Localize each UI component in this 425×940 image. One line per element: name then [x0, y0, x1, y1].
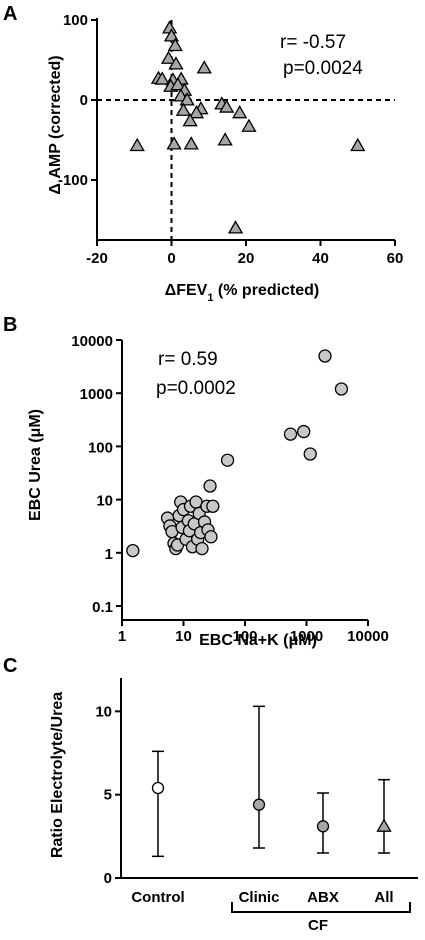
panel-a-data-point	[227, 220, 244, 234]
panel-a-data-point	[154, 71, 170, 85]
panel-a-y-axis-label: Δ AMP (corrected)	[47, 55, 64, 194]
panel-b-data-point	[303, 447, 317, 461]
panel-b-data-point	[204, 530, 218, 544]
panel-c-y-tick-label: 0	[104, 870, 112, 887]
panel-a-data-point	[241, 118, 257, 132]
panel-b-y-tick-label: 1000	[80, 386, 113, 403]
panel-a-plot: -20 0 20 40 60 100 0 -100	[58, 12, 403, 267]
panel-b-data-point	[220, 453, 235, 467]
panel-a: A -20 0 20 40 60 100 0 -100 r= -0.57 p=0.0024 Δ…	[3, 3, 403, 304]
panel-a-x-axis-label: ΔFEV1 (% predicted)	[165, 282, 320, 304]
panel-c-mean-marker	[316, 820, 330, 833]
panel-a-r-annotation: r= -0.57	[280, 32, 346, 53]
panel-a-data-point	[183, 136, 199, 150]
panel-a-data-point	[162, 20, 178, 34]
panel-c-mean-marker	[151, 781, 165, 795]
panel-a-data-point	[179, 92, 195, 106]
panel-a-letter: A	[3, 3, 17, 25]
panel-a-data-point	[188, 104, 205, 119]
panel-b-y-tick-label: 100	[88, 439, 113, 456]
panel-b-letter: B	[3, 314, 17, 336]
panel-b-x-tick-label: 10000	[347, 628, 389, 645]
panel-a-data-point	[196, 60, 212, 74]
panel-c-mean-marker	[252, 798, 266, 811]
panel-b-data-point	[126, 543, 140, 558]
panel-b-data-point	[195, 541, 209, 556]
panel-a-y-tick-label: -100	[58, 172, 88, 189]
panel-a-x-tick-label: 0	[167, 250, 175, 267]
panel-b-data-point	[334, 382, 349, 396]
panel-b-x-tick-label: 1000	[290, 628, 323, 645]
panel-c-y-axis-label: Ratio Electrolyte/Urea	[49, 692, 66, 858]
panel-b-y-tick-label: 10000	[71, 333, 113, 350]
panel-a-data-point	[129, 137, 145, 152]
panel-c-cf-bracket	[231, 902, 411, 913]
panel-b-data-point	[203, 479, 217, 493]
panel-b-x-tick-label: 1	[118, 628, 126, 645]
panel-b-data-point	[297, 424, 311, 439]
panel-b-r-annotation: r= 0.59	[158, 349, 218, 370]
panel-a-x-tick-label: 40	[312, 250, 329, 267]
panel-a-data-point	[167, 37, 183, 52]
panel-a-p-annotation: p=0.0024	[283, 58, 363, 79]
panel-b-data-point	[283, 427, 298, 441]
panel-c-category-label: Control	[131, 889, 184, 906]
panel-a-data-point	[170, 76, 186, 91]
panel-a-x-tick-label: -20	[86, 250, 108, 267]
panel-c-category-label: All	[374, 889, 393, 906]
panel-a-data-point	[232, 104, 248, 119]
panel-a-data-point	[182, 112, 198, 127]
panel-c-y-tick-label: 10	[95, 703, 112, 720]
panel-a-data-point	[160, 50, 177, 64]
panel-b-y-tick-label: 0.1	[92, 599, 113, 616]
panel-c-group-label: CF	[308, 917, 328, 934]
panel-c-y-tick-label: 5	[104, 787, 112, 804]
panel-b-data-point	[318, 349, 332, 363]
panel-c-letter: C	[3, 655, 17, 677]
panel-b-x-axis-label: EBC Na+K (μM)	[199, 632, 317, 649]
panel-a-data-point	[166, 136, 182, 150]
panel-c-mean-marker	[376, 818, 392, 832]
panel-c-plot: 10 5 0 Control Clinic ABX All	[95, 678, 418, 913]
panel-b-y-tick-label: 1	[105, 546, 113, 563]
panel-b-data-point	[206, 499, 220, 513]
panel-a-data-point	[219, 99, 235, 113]
panel-a-data-point	[217, 132, 233, 146]
panel-c: C 10 5 0 Control Clinic ABX All Ratio Electrol…	[3, 655, 418, 934]
panel-b-plot: 1 10 100 1000 10000 10000 1000 100 10 1 0.1	[71, 333, 389, 645]
panel-a-data-point	[175, 102, 192, 116]
panel-b-p-annotation: p=0.0002	[156, 378, 236, 399]
panel-c-category-label: Clinic	[239, 889, 280, 906]
panel-a-data-point	[350, 137, 366, 152]
panel-a-y-tick-label: 0	[80, 92, 88, 109]
panel-c-category-label: ABX	[307, 889, 339, 906]
panel-a-y-tick-label: 100	[63, 12, 88, 29]
panel-b: B 1 10 100 1000 10000 10000 1000 100 10 1 0.1 r= 0…	[3, 314, 389, 649]
panel-a-x-tick-label: 60	[387, 250, 404, 267]
panel-b-x-tick-label: 10	[175, 628, 192, 645]
panel-a-data-point	[163, 28, 180, 42]
panel-b-y-tick-label: 10	[96, 493, 113, 510]
panel-a-data-point	[168, 56, 184, 70]
panel-b-x-tick-label: 100	[232, 628, 257, 645]
panel-a-x-tick-label: 20	[238, 250, 255, 267]
panel-b-y-axis-label: EBC Urea (μM)	[27, 409, 44, 521]
